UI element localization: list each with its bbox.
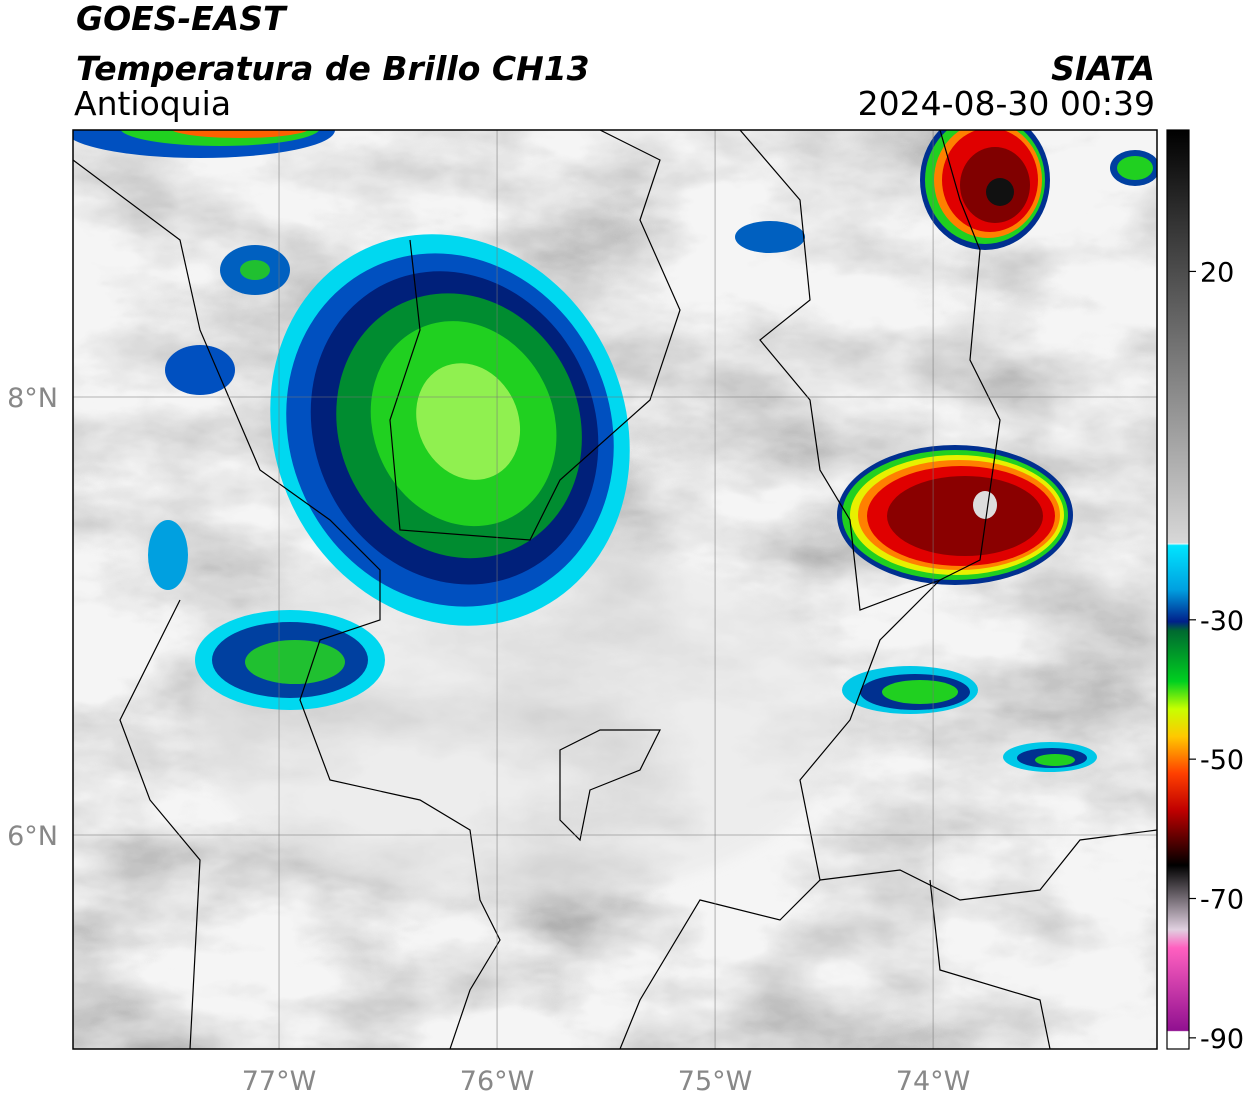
colorbar-tick-label: -30 [1200,606,1244,637]
lon-tick-label: 77°W [242,1066,317,1097]
colorbar-tick-label: -70 [1200,885,1244,916]
lon-tick-label: 76°W [460,1066,535,1097]
datetime: 2024-08-30 00:39 [858,84,1155,123]
product: Temperatura de Brillo CH13 [76,49,590,88]
lat-tick-label: 6°N [7,821,58,852]
storm [837,445,1073,585]
storm [148,221,805,710]
axes: 77°W 76°W 75°W 74°W 8°N 6°N 20 -30 -50 -70 -90 [7,257,1244,1097]
colorbar-tick-label: 20 [1200,257,1234,288]
lon-tick-label: 75°W [678,1066,753,1097]
colorbar-tick-label: -50 [1200,745,1244,776]
region: Antioquia [74,84,231,123]
colorbar [1166,129,1190,1050]
storm [73,130,1157,250]
source: SIATA [1051,49,1155,88]
graticule [73,130,1157,1049]
imagery [73,130,1157,1049]
borders [73,130,1157,1049]
colorbar-tick-label: -90 [1200,1024,1244,1055]
storm [842,666,1097,772]
lon-tick-label: 74°W [896,1066,971,1097]
satellite: GOES-EAST [76,0,288,38]
storm [270,234,630,626]
map-frame [72,129,1158,1050]
lat-tick-label: 8°N [7,383,58,414]
